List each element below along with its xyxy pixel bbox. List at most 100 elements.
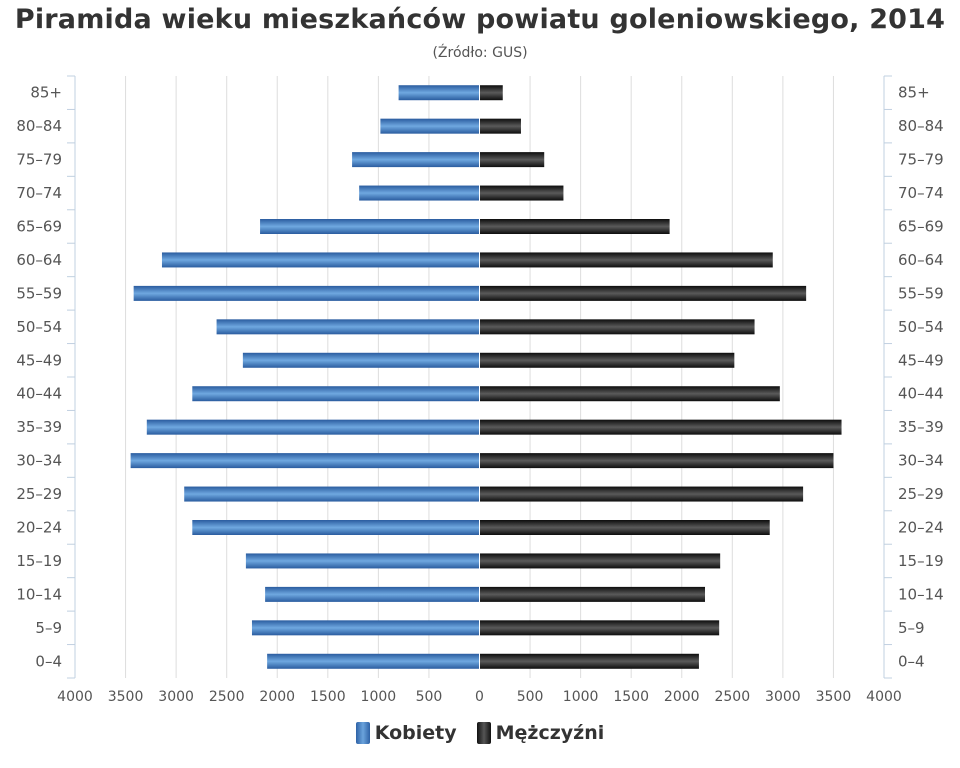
bar-mezczyzni-11[interactable] [479,453,834,469]
bar-mezczyzni-16[interactable] [479,620,720,636]
bar-kobiety-9[interactable] [192,386,480,402]
x-tick-label-6: 1000 [361,689,397,705]
x-tick-label-10: 1000 [563,689,599,705]
bar-kobiety-3[interactable] [359,185,480,201]
legend-swatch-mezczyzni [476,722,491,744]
x-tick-label-9: 500 [517,689,544,705]
category-label-left-7: 50–54 [16,318,62,336]
x-tick-label-13: 2500 [714,689,750,705]
bar-mezczyzni-17[interactable] [479,653,699,669]
bar-kobiety-14[interactable] [245,553,480,569]
bar-kobiety-1[interactable] [380,118,480,134]
bar-kobiety-10[interactable] [146,419,480,435]
category-label-right-4: 65–69 [898,218,944,236]
category-label-right-0: 85+ [898,84,930,102]
bar-kobiety-12[interactable] [184,486,480,502]
category-label-right-7: 50–54 [898,318,944,336]
category-label-left-9: 40–44 [16,385,62,403]
bar-mezczyzni-1[interactable] [479,118,521,134]
category-label-right-12: 25–29 [898,485,944,503]
x-tick-label-12: 2000 [664,689,700,705]
bar-mezczyzni-4[interactable] [479,219,670,234]
bar-mezczyzni-10[interactable] [479,419,842,435]
category-label-left-10: 35–39 [16,418,62,436]
bar-mezczyzni-14[interactable] [479,553,721,569]
x-tick-label-2: 3000 [158,689,194,705]
category-label-left-4: 65–69 [16,218,62,236]
category-label-left-16: 5–9 [35,619,62,637]
bar-mezczyzni-7[interactable] [479,319,755,335]
bar-mezczyzni-13[interactable] [479,520,770,535]
legend-swatch-kobiety [355,722,370,744]
category-label-left-11: 30–34 [16,452,62,470]
legend: Kobiety Mężczyźni [0,722,960,744]
legend-label-kobiety: Kobiety [374,722,457,744]
bar-kobiety-6[interactable] [133,285,480,301]
bar-mezczyzni-15[interactable] [479,586,706,602]
category-label-right-3: 70–74 [898,184,944,202]
category-label-left-0: 85+ [30,84,62,102]
category-label-right-11: 30–34 [898,452,944,470]
bar-mezczyzni-2[interactable] [479,152,545,168]
label-layer: 4000 3500 3000 2500 2000 1500 1000 500 0 500 1000 1… [16,84,943,705]
category-label-left-8: 45–49 [16,351,62,369]
bar-kobiety-8[interactable] [242,352,480,368]
category-label-right-5: 60–64 [898,251,944,269]
category-label-right-13: 20–24 [898,519,944,537]
bar-kobiety-15[interactable] [265,586,480,602]
category-label-right-9: 40–44 [898,385,944,403]
category-label-right-10: 35–39 [898,418,944,436]
bar-kobiety-0[interactable] [398,85,480,101]
bar-kobiety-16[interactable] [251,620,480,636]
x-tick-label-5: 1500 [310,689,346,705]
bar-kobiety-4[interactable] [260,219,480,234]
x-tick-label-7: 500 [416,689,443,705]
bar-mezczyzni-12[interactable] [479,486,804,502]
category-label-left-14: 15–19 [16,552,62,570]
category-label-right-14: 15–19 [898,552,944,570]
legend-item-kobiety[interactable]: Kobiety [355,722,457,744]
x-tick-label-1: 3500 [108,689,144,705]
x-tick-label-3: 2500 [209,689,245,705]
category-label-right-17: 0–4 [898,652,925,670]
bar-kobiety-11[interactable] [130,453,480,469]
category-label-left-3: 70–74 [16,184,62,202]
bar-mezczyzni-0[interactable] [479,85,503,101]
category-label-left-1: 80–84 [16,117,62,135]
category-label-right-16: 5–9 [898,619,925,637]
legend-item-mezczyzni[interactable]: Mężczyźni [476,722,605,744]
bar-mezczyzni-3[interactable] [479,185,564,201]
bar-kobiety-13[interactable] [192,520,480,535]
bar-mezczyzni-8[interactable] [479,352,735,368]
bar-mezczyzni-6[interactable] [479,285,807,301]
legend-label-mezczyzni: Mężczyźni [495,722,605,744]
bar-kobiety-7[interactable] [216,319,480,335]
x-tick-label-11: 1500 [613,689,649,705]
category-label-right-2: 75–79 [898,151,944,169]
bar-kobiety-2[interactable] [352,152,480,168]
category-label-left-15: 10–14 [16,585,62,603]
chart-subtitle: (Źródło: GUS) [432,45,528,61]
x-tick-label-4: 2000 [259,689,295,705]
x-tick-label-0: 4000 [57,689,93,705]
chart-title: Piramida wieku mieszkańców powiatu golen… [14,4,946,35]
category-label-left-5: 60–64 [16,251,62,269]
bar-mezczyzni-9[interactable] [479,386,780,402]
category-label-right-15: 10–14 [898,585,944,603]
bar-mezczyzni-5[interactable] [479,252,773,268]
category-label-right-1: 80–84 [898,117,944,135]
category-label-left-17: 0–4 [35,652,62,670]
bar-kobiety-5[interactable] [161,252,480,268]
category-label-right-6: 55–59 [898,284,944,302]
category-label-left-2: 75–79 [16,151,62,169]
x-tick-label-8: 0 [475,689,484,705]
axis-layer [67,75,892,679]
bar-kobiety-17[interactable] [267,653,480,669]
x-tick-label-15: 3500 [816,689,852,705]
category-label-left-12: 25–29 [16,485,62,503]
category-label-right-8: 45–49 [898,351,944,369]
category-label-left-13: 20–24 [16,519,62,537]
x-tick-label-14: 3000 [765,689,801,705]
